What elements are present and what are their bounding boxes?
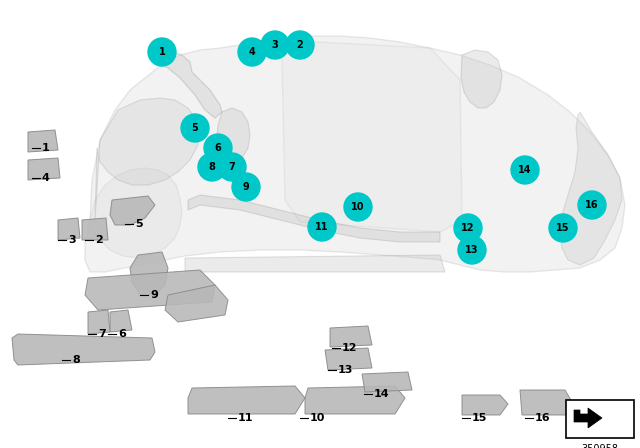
Polygon shape — [58, 218, 80, 240]
Text: 12: 12 — [461, 223, 475, 233]
Polygon shape — [85, 36, 625, 272]
Circle shape — [511, 156, 539, 184]
Text: 2: 2 — [296, 40, 303, 50]
Polygon shape — [362, 372, 412, 392]
FancyBboxPatch shape — [566, 400, 634, 438]
Text: 16: 16 — [535, 413, 550, 423]
Text: 1: 1 — [42, 143, 50, 153]
Polygon shape — [165, 285, 228, 322]
Text: 8: 8 — [72, 355, 80, 365]
Circle shape — [198, 153, 226, 181]
Text: 11: 11 — [316, 222, 329, 232]
Polygon shape — [82, 218, 108, 240]
Circle shape — [148, 38, 176, 66]
Polygon shape — [188, 386, 305, 414]
Circle shape — [578, 191, 606, 219]
Polygon shape — [305, 386, 405, 414]
Text: 8: 8 — [209, 162, 216, 172]
Circle shape — [549, 214, 577, 242]
Polygon shape — [185, 255, 445, 272]
Polygon shape — [28, 130, 58, 152]
Circle shape — [204, 134, 232, 162]
Polygon shape — [574, 408, 602, 428]
Text: 4: 4 — [42, 173, 50, 183]
Circle shape — [218, 153, 246, 181]
Circle shape — [181, 114, 209, 142]
Text: 14: 14 — [518, 165, 532, 175]
Polygon shape — [461, 50, 502, 108]
Polygon shape — [188, 195, 440, 242]
Polygon shape — [520, 390, 572, 415]
Circle shape — [286, 31, 314, 59]
Text: 3: 3 — [271, 40, 278, 50]
Text: 16: 16 — [585, 200, 599, 210]
Polygon shape — [12, 334, 155, 365]
Circle shape — [308, 213, 336, 241]
Circle shape — [238, 38, 266, 66]
Polygon shape — [88, 310, 110, 334]
Text: 15: 15 — [472, 413, 488, 423]
Text: 6: 6 — [118, 329, 126, 339]
Polygon shape — [110, 196, 155, 225]
Polygon shape — [130, 252, 168, 295]
Polygon shape — [325, 348, 372, 370]
Text: 9: 9 — [243, 182, 250, 192]
Text: 350958: 350958 — [582, 444, 618, 448]
Polygon shape — [155, 52, 222, 118]
Circle shape — [458, 236, 486, 264]
Text: 13: 13 — [465, 245, 479, 255]
Circle shape — [344, 193, 372, 221]
Text: 12: 12 — [342, 343, 358, 353]
Text: 7: 7 — [228, 162, 236, 172]
Polygon shape — [217, 108, 250, 165]
Polygon shape — [28, 158, 60, 180]
Text: 4: 4 — [248, 47, 255, 57]
Circle shape — [454, 214, 482, 242]
Text: 3: 3 — [68, 235, 76, 245]
Polygon shape — [462, 395, 508, 415]
Text: 1: 1 — [159, 47, 165, 57]
Circle shape — [232, 173, 260, 201]
Text: 2: 2 — [95, 235, 103, 245]
Text: 5: 5 — [135, 219, 143, 229]
Polygon shape — [85, 270, 215, 310]
Polygon shape — [280, 40, 462, 232]
Polygon shape — [560, 112, 622, 265]
Text: 11: 11 — [238, 413, 253, 423]
Polygon shape — [330, 326, 372, 347]
Text: 6: 6 — [214, 143, 221, 153]
Text: 10: 10 — [351, 202, 365, 212]
Text: 9: 9 — [150, 290, 158, 300]
Text: 13: 13 — [338, 365, 353, 375]
Text: 5: 5 — [191, 123, 198, 133]
Polygon shape — [110, 310, 132, 332]
Polygon shape — [88, 168, 182, 258]
Polygon shape — [95, 98, 200, 220]
Text: 7: 7 — [98, 329, 106, 339]
Text: 10: 10 — [310, 413, 325, 423]
Text: 15: 15 — [556, 223, 570, 233]
Text: 14: 14 — [374, 389, 390, 399]
Circle shape — [261, 31, 289, 59]
